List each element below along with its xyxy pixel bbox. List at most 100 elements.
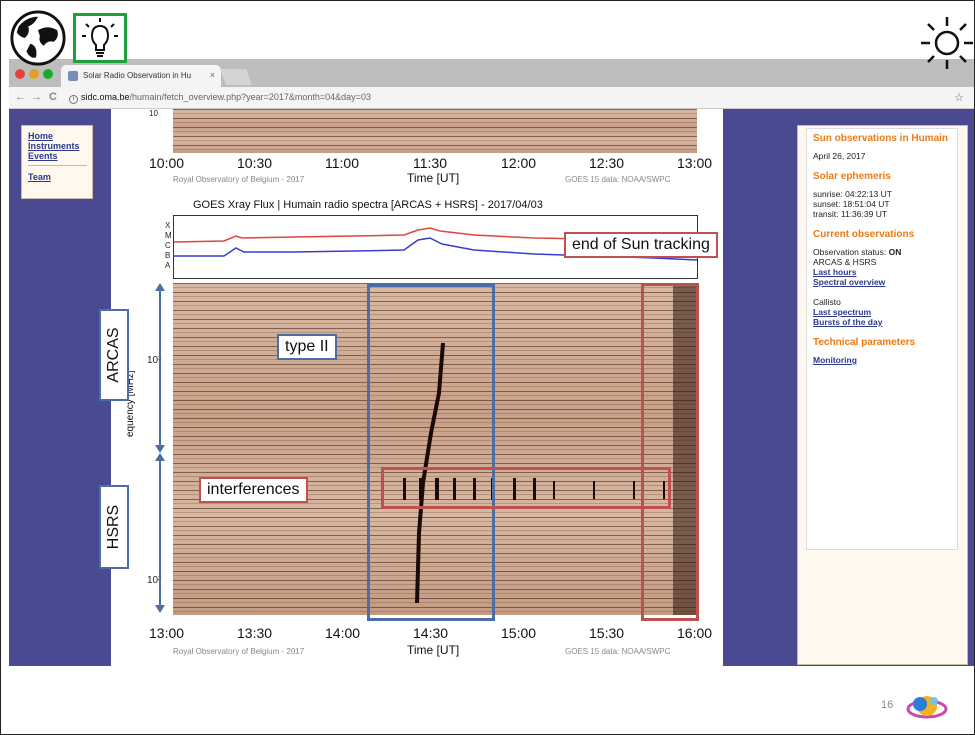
browser-tab[interactable]: Solar Radio Observation in Hu × xyxy=(61,65,221,87)
main-tick-3: 14:30 xyxy=(413,625,449,641)
spectrum-figure: 10 10:00 10:30 11:00 11:30 12:00 12:30 1… xyxy=(111,109,723,666)
info-icon[interactable]: i xyxy=(69,95,78,104)
arcas-label-text: ARCAS xyxy=(105,327,122,383)
interferences-label: interferences xyxy=(199,477,308,503)
ephemeris-heading: Solar ephemeris xyxy=(813,171,891,182)
top-xlabel: Time [UT] xyxy=(407,171,460,185)
top-tick-2: 11:00 xyxy=(325,155,359,171)
right-panel-content: Sun observations in Humain April 26, 201… xyxy=(806,128,958,550)
nav-team-link[interactable]: Team xyxy=(28,172,51,182)
top-tick-6: 13:00 xyxy=(677,155,713,171)
technical-heading: Technical parameters xyxy=(813,337,916,348)
top-spectrogram xyxy=(173,109,697,153)
top-tick-3: 11:30 xyxy=(413,155,447,171)
new-tab-button[interactable] xyxy=(220,69,252,85)
tab-bar: Solar Radio Observation in Hu × xyxy=(9,59,974,87)
arcas-arrow-top xyxy=(155,283,165,291)
goes-level-a: A xyxy=(165,261,171,270)
lightbulb-icon-box xyxy=(73,13,127,63)
main-xlabel: Time [UT] xyxy=(407,643,460,657)
type-ii-label: type II xyxy=(277,334,337,360)
ytick-lower: 10² xyxy=(147,575,162,586)
type-ii-highlight xyxy=(367,284,495,621)
panel-date: April 26, 2017 xyxy=(813,151,866,161)
close-window-icon[interactable] xyxy=(15,69,25,79)
main-tick-1: 13:30 xyxy=(237,625,273,641)
tracking-end-band xyxy=(673,283,698,615)
top-tick-1: 10:30 xyxy=(237,155,273,171)
end-tracking-label: end of Sun tracking xyxy=(564,232,718,258)
last-spectrum-link[interactable]: Last spectrum xyxy=(813,307,872,317)
sunset-text: sunset: 18:51:04 UT xyxy=(813,199,890,209)
top-tick-0: 10:00 xyxy=(149,155,185,171)
spectrogram-features xyxy=(403,283,698,615)
interference-highlight xyxy=(381,467,671,509)
goes-level-x: X xyxy=(165,221,171,230)
sunrise-text: sunrise: 04:22:13 UT xyxy=(813,189,892,199)
type-ii-burst xyxy=(415,342,445,604)
arcas-label: ARCAS xyxy=(99,309,129,401)
nav-events-link[interactable]: Events xyxy=(28,151,58,161)
top-tick-4: 12:00 xyxy=(501,155,537,171)
tab-close-icon[interactable]: × xyxy=(209,70,215,80)
url-host: sidc.oma.be xyxy=(81,92,130,102)
nav-instruments-link[interactable]: Instruments xyxy=(28,141,80,151)
main-spectrogram xyxy=(173,283,698,615)
solar-logo-icon xyxy=(906,696,948,719)
instruments-text: ARCAS & HSRS xyxy=(813,257,877,267)
main-tick-6: 16:00 xyxy=(677,625,713,641)
main-tick-5: 15:30 xyxy=(589,625,625,641)
monitoring-link[interactable]: Monitoring xyxy=(813,355,857,365)
nav-divider xyxy=(28,165,87,166)
top-credit-left: Royal Observatory of Belgium - 2017 xyxy=(173,175,305,184)
main-tick-0: 13:00 xyxy=(149,625,185,641)
current-heading: Current observations xyxy=(813,229,915,240)
url-path: /humain/fetch_overview.php?year=2017&mon… xyxy=(129,92,371,102)
spectral-overview-link[interactable]: Spectral overview xyxy=(813,277,886,287)
main-tick-4: 15:00 xyxy=(501,625,537,641)
favicon-icon xyxy=(68,71,78,81)
main-credit-right: GOES 15 data: NOAA/SWPC xyxy=(565,647,671,656)
transit-text: transit: 11:36:39 UT xyxy=(813,209,888,219)
arcas-arrow-bottom xyxy=(155,445,165,453)
main-tick-2: 14:00 xyxy=(325,625,361,641)
hsrs-arrow xyxy=(159,459,161,609)
observation-status: Observation status: ON xyxy=(813,247,951,257)
maximize-window-icon[interactable] xyxy=(43,69,53,79)
goes-level-b: B xyxy=(165,251,171,260)
tracking-end-highlight xyxy=(641,283,699,621)
hsrs-label-text: HSRS xyxy=(105,504,122,550)
panel-title: Sun observations in Humain xyxy=(813,133,949,144)
top-partial-ytick: 10 xyxy=(149,109,158,118)
sun-icon xyxy=(921,17,973,69)
bursts-link[interactable]: Bursts of the day xyxy=(813,317,883,327)
arcas-arrow xyxy=(159,289,161,449)
main-plot-title: GOES Xray Flux | Humain radio spectra [A… xyxy=(193,199,543,211)
last-hours-link[interactable]: Last hours xyxy=(813,267,857,277)
lightbulb-icon xyxy=(82,18,118,57)
hsrs-label: HSRS xyxy=(99,485,129,569)
url-field[interactable]: i sidc.oma.be/humain/fetch_overview.php?y… xyxy=(69,92,371,104)
right-panel: Sun observations in Humain April 26, 201… xyxy=(797,125,968,665)
tab-title: Solar Radio Observation in Hu xyxy=(83,71,192,80)
page-number: 16 xyxy=(881,699,894,711)
status-value: ON xyxy=(888,247,902,257)
goes-level-c: C xyxy=(165,241,171,250)
address-bar: ← → C i sidc.oma.be/humain/fetch_overview… xyxy=(9,87,974,109)
nav-home-link[interactable]: Home xyxy=(28,131,54,141)
forward-icon[interactable]: → xyxy=(31,91,42,103)
reload-icon[interactable]: C xyxy=(49,91,57,103)
top-tick-5: 12:30 xyxy=(589,155,625,171)
back-icon[interactable]: ← xyxy=(15,91,26,103)
hsrs-arrow-bottom xyxy=(155,605,165,613)
ytick-upper: 10³ xyxy=(147,355,162,366)
globe-icon xyxy=(10,10,66,66)
callisto-text: Callisto xyxy=(813,297,841,307)
goes-level-m: M xyxy=(165,231,172,240)
bookmark-star-icon[interactable]: ☆ xyxy=(954,92,964,104)
left-nav: Home Instruments Events Team xyxy=(21,125,93,199)
minimize-window-icon[interactable] xyxy=(29,69,39,79)
top-credit-right: GOES 15 data: NOAA/SWPC xyxy=(565,175,671,184)
hsrs-arrow-top xyxy=(155,453,165,461)
